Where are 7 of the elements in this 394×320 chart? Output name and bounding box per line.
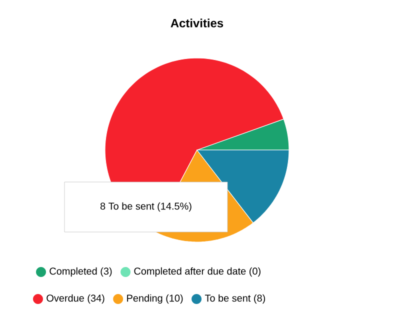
text: 8 To be sent (14.5%): [100, 202, 192, 212]
legend-label: To be sent (8): [204, 294, 266, 304]
legend-label: Completed after due date (0): [134, 267, 260, 277]
legend-label: Completed (3): [50, 267, 112, 277]
chart-title: Activities: [170, 18, 224, 28]
legend-label: Pending (10): [127, 294, 183, 304]
legend-label: Overdue (34): [46, 294, 104, 304]
